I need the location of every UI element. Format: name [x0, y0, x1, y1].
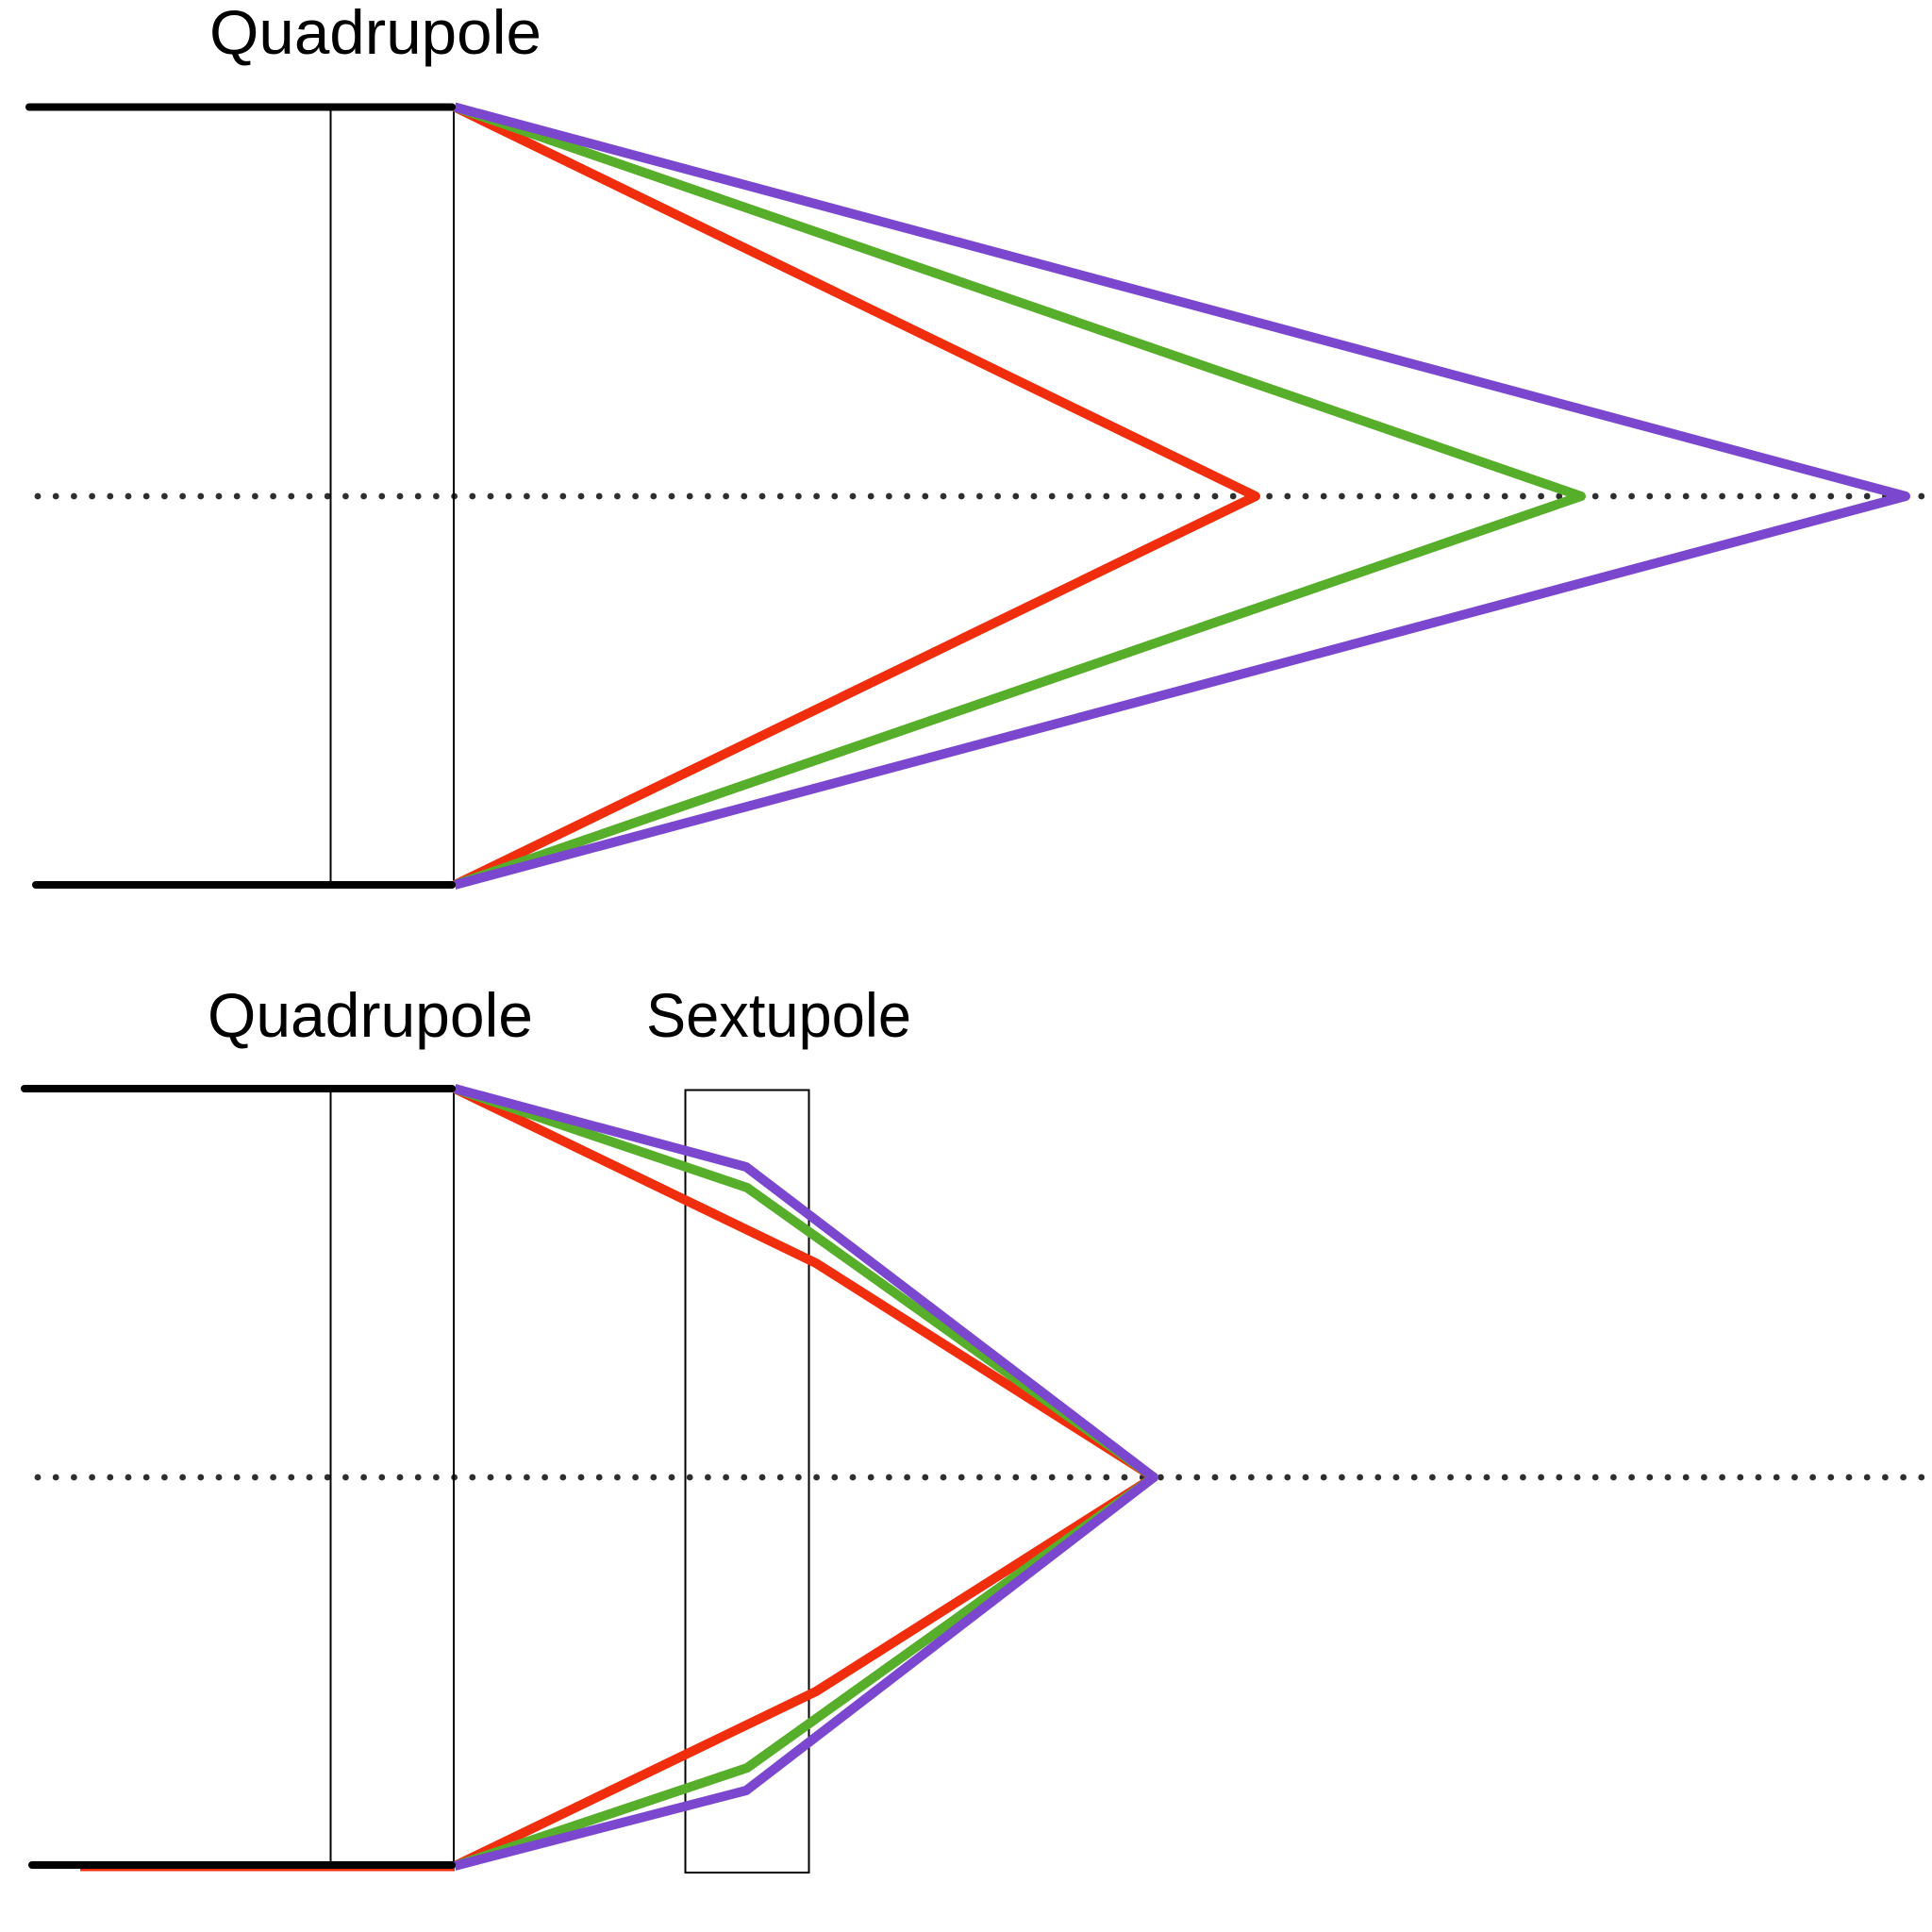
svg-text:Sextupole: Sextupole: [646, 981, 911, 1050]
svg-text:Quadrupole: Quadrupole: [208, 981, 533, 1050]
svg-text:Quadrupole: Quadrupole: [209, 0, 541, 67]
